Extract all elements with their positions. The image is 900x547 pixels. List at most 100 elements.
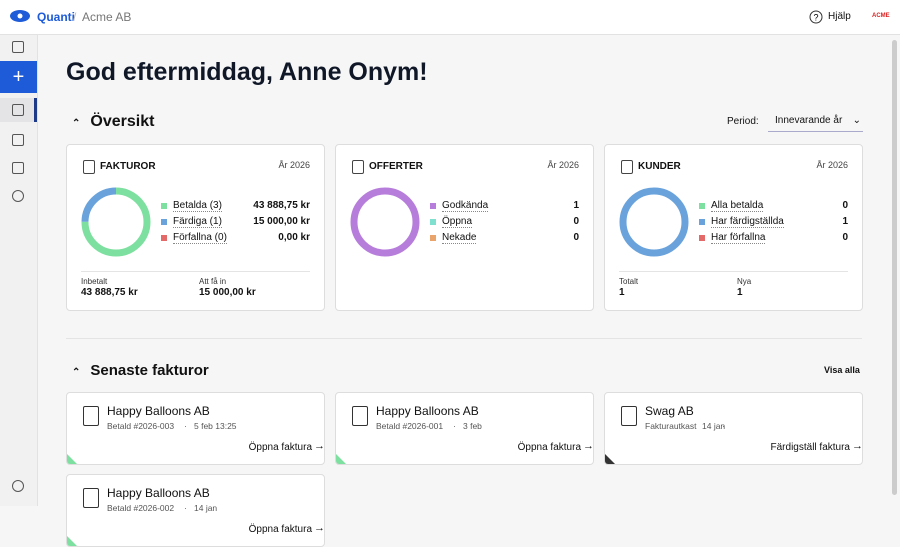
profile-icon[interactable] — [12, 480, 24, 492]
legend-value: 0 — [573, 216, 579, 227]
customer: Happy Balloons AB — [376, 404, 479, 418]
legend-label[interactable]: Alla betalda — [711, 200, 764, 212]
legend-label[interactable]: Öppna — [442, 216, 473, 228]
status-corner — [605, 454, 615, 464]
card-year: År 2026 — [816, 160, 848, 170]
customer: Swag AB — [645, 404, 694, 418]
status: Fakturautkast — [645, 421, 697, 431]
invoice-card[interactable]: Swag AB Fakturautkast · 14 jan Färdigställ f… — [604, 392, 863, 465]
action-arrow: → — [852, 440, 863, 452]
legend-swatch — [699, 219, 705, 225]
invoice-card[interactable]: Happy Balloons AB Betald #2026-001 · 3 feb Ö… — [335, 392, 594, 465]
legend-swatch — [430, 203, 436, 209]
new-button[interactable]: + — [0, 61, 37, 93]
status: Betald #2026-003 — [107, 421, 175, 431]
legend-value: 0 — [573, 232, 579, 243]
date: 14 jan — [194, 503, 218, 513]
help-icon: ? — [809, 10, 823, 24]
view-all[interactable]: Visa alla — [824, 365, 860, 375]
action[interactable]: Öppna faktura — [248, 524, 312, 535]
brand: Quanti — [37, 10, 75, 24]
summary-card: FAKTUROR År 2026 Betalda (3) 43 888,75 kr Fä… — [66, 144, 325, 311]
greeting: God eftermiddag, Anne Onym! — [66, 58, 428, 86]
recent-title[interactable]: ⌃ Senaste fakturor — [72, 362, 209, 379]
legend-label[interactable]: Har förfallna — [711, 232, 766, 244]
customer: Happy Balloons AB — [107, 486, 210, 500]
legend-label[interactable]: Godkända — [442, 200, 489, 212]
overview-title-text: Översikt — [90, 113, 155, 130]
donut — [81, 187, 151, 257]
card-title: KUNDER — [638, 161, 681, 172]
card-icon — [621, 160, 633, 174]
customers-icon[interactable] — [12, 190, 24, 202]
action-arrow: → — [583, 440, 594, 452]
action[interactable]: Öppna faktura — [248, 442, 312, 453]
action-arrow: → — [314, 522, 325, 534]
overview-title[interactable]: ⌃ Översikt — [72, 113, 155, 130]
donut-segment — [619, 187, 689, 257]
legend-swatch — [161, 235, 167, 241]
legend-swatch — [699, 235, 705, 241]
period: Innevarande år — [775, 115, 843, 126]
action[interactable]: Färdigställ faktura — [770, 442, 850, 453]
legend-label[interactable]: Färdiga (1) — [173, 216, 222, 228]
divider — [66, 338, 862, 339]
customer: Happy Balloons AB — [107, 404, 210, 418]
action[interactable]: Öppna faktura — [517, 442, 581, 453]
quote-icon[interactable] — [12, 162, 24, 174]
help[interactable]: Hjälp — [828, 11, 851, 22]
topbar: Quanti / Acme AB ? Hjälp ACME — [0, 0, 900, 35]
donut — [350, 187, 420, 257]
footer-value: 43 888,75 kr — [81, 287, 138, 298]
invoice-icon — [621, 406, 637, 426]
legend-label[interactable]: Har färdigställda — [711, 216, 784, 228]
legend-value: 1 — [573, 200, 579, 211]
legend-label[interactable]: Förfallna (0) — [173, 232, 227, 244]
legend-value: 43 888,75 kr — [253, 200, 310, 211]
footer-value: 1 — [619, 287, 625, 298]
invoice-card[interactable]: Happy Balloons AB Betald #2026-003 · 5 feb … — [66, 392, 325, 465]
legend-value: 1 — [842, 216, 848, 227]
nav-active[interactable] — [0, 98, 37, 122]
legend-value: 0,00 kr — [278, 232, 310, 243]
legend-swatch — [161, 203, 167, 209]
footer-value: 15 000,00 kr — [199, 287, 256, 298]
date: 14 jan — [702, 421, 726, 431]
org-logo[interactable]: ACME — [872, 13, 890, 19]
period-select[interactable]: Innevarande år ⌄ — [768, 110, 863, 132]
svg-text:?: ? — [813, 13, 818, 23]
card-icon — [83, 160, 95, 174]
toggle-icon[interactable] — [12, 41, 24, 53]
status-corner — [67, 454, 77, 464]
card-title: FAKTUROR — [100, 161, 156, 172]
dot: · — [184, 421, 187, 431]
donut-segment — [81, 187, 151, 257]
legend-swatch — [161, 219, 167, 225]
dot: · — [453, 421, 456, 431]
company[interactable]: Acme AB — [82, 10, 132, 24]
recent-title-text: Senaste fakturor — [90, 362, 209, 379]
legend-value: 0 — [842, 200, 848, 211]
invoice-icon[interactable] — [12, 134, 24, 146]
logo-icon — [10, 10, 30, 22]
donut — [619, 187, 689, 257]
legend-label[interactable]: Betalda (3) — [173, 200, 222, 212]
footer-label: Totalt — [619, 277, 639, 286]
legend-value: 0 — [842, 232, 848, 243]
date: 3 feb — [463, 421, 482, 431]
scrollbar[interactable] — [892, 40, 897, 495]
status: Betald #2026-002 — [107, 503, 175, 513]
dashboard-icon[interactable] — [12, 104, 24, 116]
invoice-icon — [352, 406, 368, 426]
status: Betald #2026-001 — [376, 421, 444, 431]
legend-swatch — [699, 203, 705, 209]
footer-label: Nya — [737, 277, 752, 286]
card-title: OFFERTER — [369, 161, 423, 172]
card-divider — [619, 271, 848, 272]
legend-label[interactable]: Nekade — [442, 232, 477, 244]
card-icon — [352, 160, 364, 174]
action-arrow: → — [314, 440, 325, 452]
invoice-card[interactable]: Happy Balloons AB Betald #2026-002 · 14 jan… — [66, 474, 325, 547]
card-year: År 2026 — [547, 160, 579, 170]
